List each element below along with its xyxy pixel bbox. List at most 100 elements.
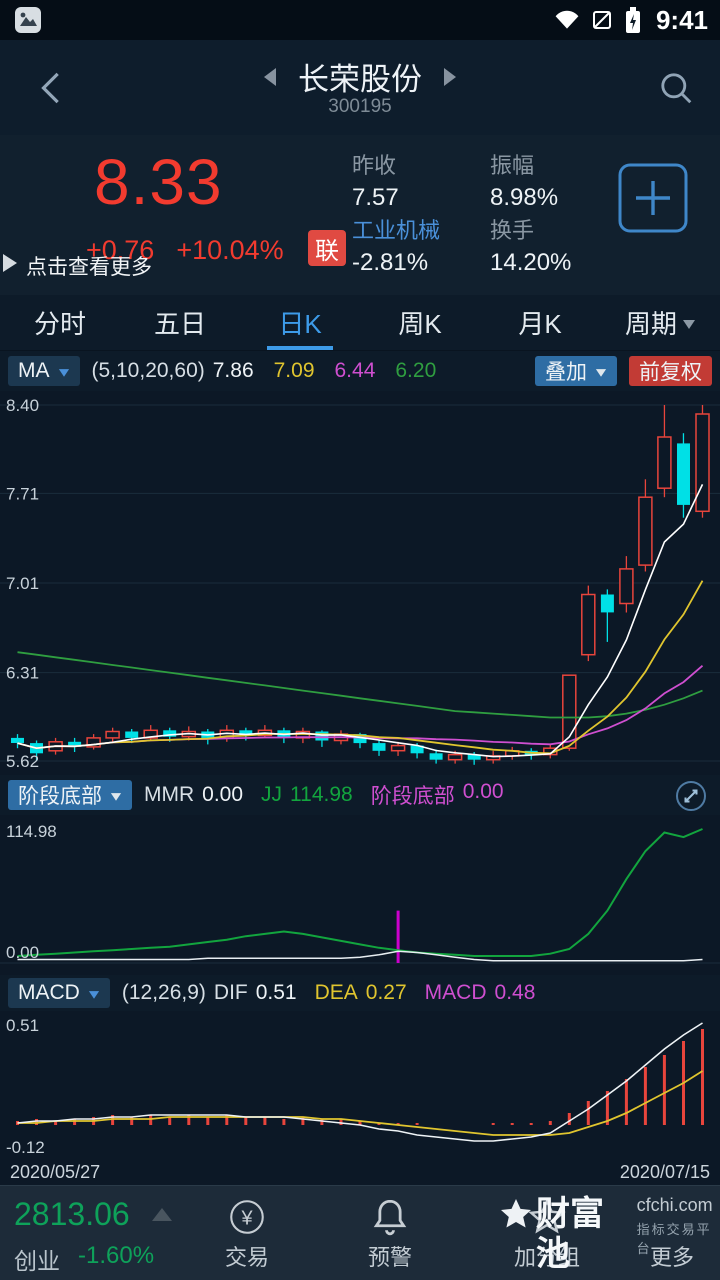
tab-label: 分时 [33,309,86,339]
stage-indicator-chart[interactable]: 114.98 0.00 [0,815,720,975]
alert-button[interactable]: 预警 [342,1192,438,1272]
wifi-icon [554,9,580,31]
tab-period-more[interactable]: 周期 [600,295,720,350]
svg-text:0.00: 0.00 [6,943,39,962]
start-date: 2020/05/27 [10,1161,101,1182]
cfchi-brand: 财富池 [536,1195,604,1273]
stage-selector-label: 阶段底部 [18,785,102,808]
tab-label: 周期 [624,309,677,339]
stage-label: 阶段底部 [370,785,455,808]
stage-indicator-bar: 阶段底部 MMR 0.00 JJ 114.98 阶段底部 0.00 [0,775,720,815]
tab-weekly-k[interactable]: 周K [360,295,480,350]
last-price: 8.33 [94,146,223,218]
cfchi-star-logo-icon [498,1194,534,1234]
svg-text:7.71: 7.71 [6,484,39,503]
chevron-down-icon [88,990,99,1004]
alert-label: 预警 [367,1245,412,1270]
macd-chart[interactable]: 0.51 -0.12 [0,1011,720,1159]
prev-close-value: 7.57 [352,184,399,211]
link-badge[interactable]: 联 [308,230,346,266]
mmr-label: MMR [144,783,195,806]
bottom-toolbar: 2813.06 创业 -1.60% ¥ 交易 预警 加分组 更多 [0,1185,720,1280]
yen-circle-icon: ¥ [199,1192,295,1238]
mmr-value: 0.00 [202,783,244,806]
trade-button[interactable]: ¥ 交易 [199,1192,295,1272]
macd-svg: 0.51 -0.12 [6,1016,704,1157]
industry-change-value: -2.81% [352,249,429,276]
svg-text:6.31: 6.31 [6,664,39,683]
chevron-down-icon [595,368,607,382]
clock: 9:41 [655,4,708,35]
date-axis: 2020/05/27 2020/07/15 [0,1159,720,1185]
see-more-hint[interactable]: 点击查看更多 [26,256,152,279]
svg-text:8.40: 8.40 [6,396,39,415]
ma-selector[interactable]: MA [8,356,80,386]
more-button[interactable]: 更多 [624,1192,720,1272]
nav-header: 长荣股份 300195 [0,40,720,135]
collapse-up-icon[interactable] [152,1208,172,1221]
industry-link[interactable]: 工业机械 [352,218,441,243]
tab-daily-k[interactable]: 日K [240,295,360,350]
stage-indicator-svg: 114.98 0.00 [0,822,720,964]
tab-monthly-k[interactable]: 月K [480,295,600,350]
bell-icon [342,1192,438,1238]
add-group-button[interactable]: 加分组 [499,1192,595,1272]
ma-selector-label: MA [18,359,50,382]
chevron-down-icon [110,792,122,806]
svg-text:0.51: 0.51 [6,1016,39,1035]
jj-label: JJ [261,783,283,806]
ma-indicator-bar: MA (5,10,20,60) 7.86 7.09 6.44 6.20 叠加 前… [0,351,720,391]
star-icon [499,1192,595,1238]
svg-text:114.98: 114.98 [6,822,57,841]
index-change: -1.60% [78,1242,155,1269]
ma60-value: 6.20 [395,359,437,382]
industry-field: 工业机械 -2.81% [352,216,490,279]
next-stock-arrow[interactable] [444,67,456,86]
fullscreen-expand-icon[interactable] [674,779,708,813]
search-icon[interactable] [654,66,698,110]
amplitude-field: 振幅 8.98% [490,151,612,214]
macd-selector[interactable]: MACD [8,978,110,1008]
svg-text:7.01: 7.01 [6,574,39,593]
candlestick-chart[interactable]: 8.40 7.71 7.01 6.31 5.62 [0,391,720,775]
period-tabs: 分时 五日 日K 周K 月K 周期 [0,295,720,351]
tab-five-day[interactable]: 五日 [120,295,240,350]
price-change-pct: +10.04% [176,235,284,265]
price-change: +0.76 [86,235,155,265]
forward-adjust-label: 前复权 [639,361,702,384]
tab-minute[interactable]: 分时 [0,295,120,350]
add-to-watchlist-button[interactable] [618,163,688,233]
macd-label: MACD [424,981,487,1004]
tab-label: 五日 [153,309,206,339]
macd-selector-label: MACD [18,981,80,1004]
chevron-down-icon [683,320,695,335]
end-date: 2020/07/15 [619,1161,710,1182]
status-bar: 9:41 [0,0,720,40]
ma20-value: 6.44 [334,359,376,382]
back-button[interactable] [30,64,74,112]
ma-params: (5,10,20,60) [91,359,205,382]
cfchi-tagline: 指标交易平台 [636,1222,712,1256]
index-quote-value[interactable]: 2813.06 [14,1196,130,1232]
index-name: 创业 [14,1248,60,1274]
forward-adjust-button[interactable]: 前复权 [629,356,712,386]
stage-indicator-selector[interactable]: 阶段底部 [8,780,132,810]
overlay-button[interactable]: 叠加 [535,356,617,386]
svg-text:¥: ¥ [240,1207,253,1229]
add-group-label: 加分组 [513,1245,580,1270]
candlestick-svg: 8.40 7.71 7.01 6.31 5.62 [0,396,720,771]
price-change-row: +0.76 +10.04% [86,235,284,266]
macd-value: 0.48 [494,981,536,1004]
trade-label: 交易 [224,1245,269,1270]
prev-stock-arrow[interactable] [264,67,276,86]
macd-indicator-bar: MACD (12,26,9) DIF 0.51 DEA 0.27 MACD 0.48 [0,975,720,1011]
page-title: 长荣股份 [298,62,422,97]
ma5-value: 7.86 [212,359,254,382]
turnover-label: 换手 [490,218,535,243]
amplitude-label: 振幅 [490,153,535,178]
stock-code: 300195 [328,96,392,117]
hint-wedge-icon [3,254,17,272]
screenshot-notification-icon [12,4,44,36]
cfchi-watermark: 财富池 cfchi.com 指标交易平台 [498,1194,720,1274]
